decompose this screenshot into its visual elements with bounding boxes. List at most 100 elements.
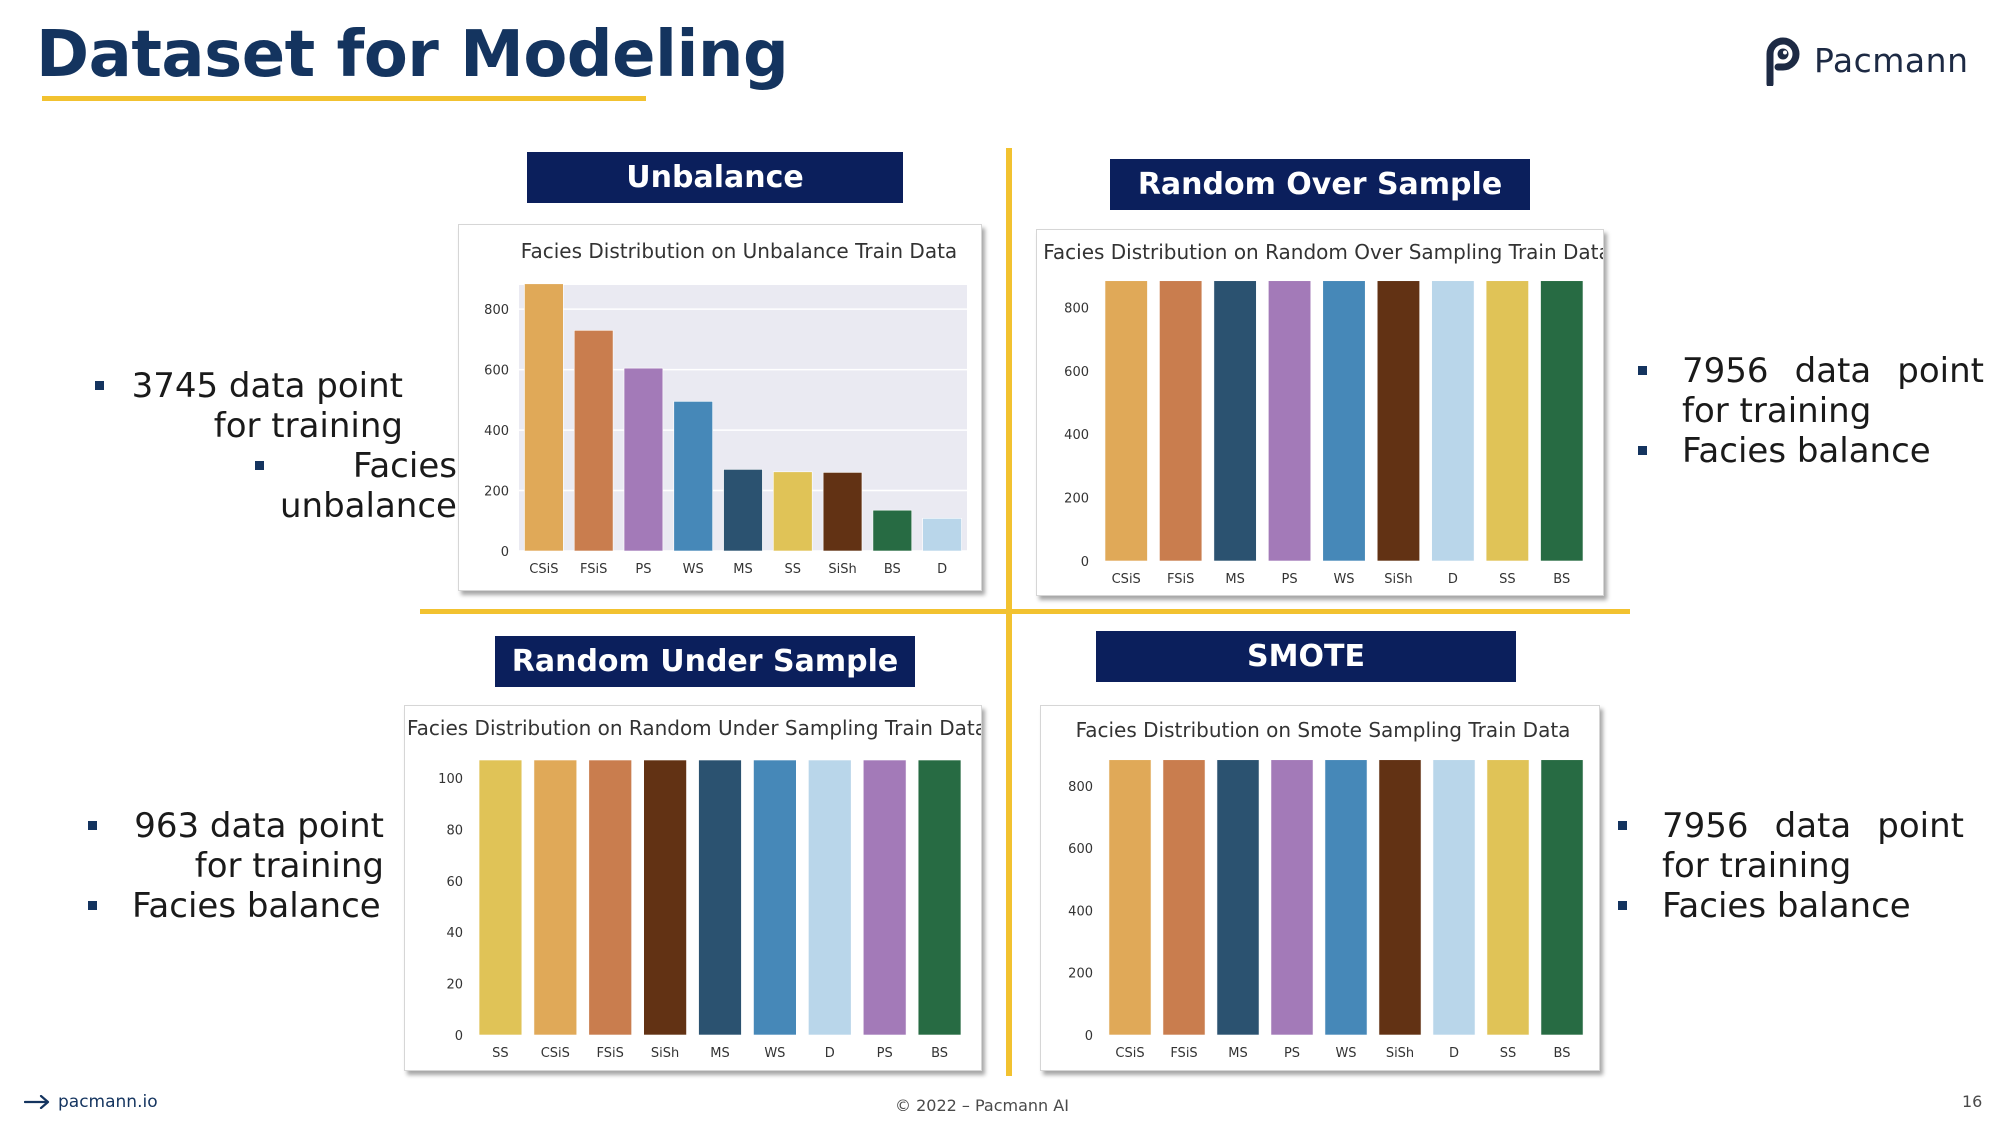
x-tick-label: PS <box>1284 1046 1300 1061</box>
chart-random-over-sample: Facies Distribution on Random Over Sampl… <box>1036 229 1604 596</box>
brand-logo: Pacmann <box>1762 34 1968 86</box>
bar <box>1376 280 1420 562</box>
bullet-text: Facies balance <box>1682 431 1931 471</box>
y-tick-label: 600 <box>1064 365 1089 380</box>
y-tick-label: 200 <box>1064 492 1089 507</box>
y-tick-label: 600 <box>1068 842 1093 857</box>
chart-title: Facies Distribution on Random Under Samp… <box>407 716 981 740</box>
bar <box>673 401 713 552</box>
banner-smote: SMOTE <box>1096 631 1516 682</box>
y-tick-label: 0 <box>1081 555 1089 570</box>
x-tick-label: PS <box>877 1046 893 1061</box>
bar <box>1378 759 1422 1036</box>
y-tick-label: 80 <box>446 823 463 838</box>
x-tick-label: SiSh <box>1386 1046 1414 1061</box>
x-tick-label: WS <box>1333 572 1354 587</box>
x-tick-label: PS <box>635 562 651 577</box>
bar <box>698 759 742 1036</box>
bullet-square-icon <box>255 461 264 470</box>
y-tick-label: 600 <box>484 364 509 379</box>
slide-title: Dataset for Modeling <box>36 18 789 92</box>
bar <box>623 367 664 552</box>
bar <box>862 759 907 1036</box>
x-tick-label: SS <box>492 1046 509 1061</box>
x-tick-label: BS <box>1553 572 1570 587</box>
bar <box>573 330 614 552</box>
bar <box>478 759 523 1036</box>
bar <box>1162 759 1206 1036</box>
y-tick-label: 400 <box>484 424 509 439</box>
x-tick-label: FSiS <box>580 562 607 577</box>
x-tick-label: PS <box>1282 572 1298 587</box>
y-tick-label: 0 <box>455 1029 463 1044</box>
x-tick-label: FSiS <box>597 1046 624 1061</box>
bar-chart-svg: Facies Distribution on Unbalance Train D… <box>484 239 967 577</box>
chart-title: Facies Distribution on Smote Sampling Tr… <box>1076 718 1571 742</box>
x-tick-label: SiSh <box>651 1046 679 1061</box>
y-tick-label: 800 <box>1064 301 1089 316</box>
bar <box>588 759 632 1036</box>
brand-name: Pacmann <box>1814 40 1969 80</box>
bullet-item: 7956 data point for training <box>1614 806 1964 886</box>
bullet-square-icon <box>95 381 104 390</box>
bar <box>1324 759 1368 1036</box>
bullet-item: Facies balance <box>1614 886 1964 926</box>
bar <box>1159 280 1203 562</box>
x-tick-label: WS <box>1335 1046 1356 1061</box>
bullet-text: 3745 data point for training <box>131 366 403 446</box>
bullet-item: Facies balance <box>1634 431 1984 471</box>
bullet-square-icon <box>1618 901 1627 910</box>
x-tick-label: CSiS <box>529 562 558 577</box>
bar <box>1270 759 1314 1036</box>
footer-copyright: © 2022 – Pacmann AI <box>895 1096 1069 1115</box>
x-tick-label: BS <box>931 1046 948 1061</box>
chart-title: Facies Distribution on Unbalance Train D… <box>521 239 957 263</box>
banner-unbalance: Unbalance <box>527 152 903 203</box>
x-tick-label: SS <box>1499 572 1516 587</box>
bullet-square-icon <box>1618 821 1627 830</box>
x-tick-label: D <box>1449 1046 1459 1061</box>
x-tick-label: D <box>825 1046 835 1061</box>
x-tick-label: WS <box>764 1046 785 1061</box>
bar <box>1216 759 1260 1036</box>
bar <box>723 469 763 552</box>
bullet-text: 7956 data point for training <box>1682 351 1984 431</box>
bar <box>872 509 913 552</box>
footer-link[interactable]: pacmann.io <box>24 1092 158 1112</box>
bar <box>822 472 863 552</box>
x-tick-label: CSiS <box>1115 1046 1144 1061</box>
bar <box>1432 759 1476 1036</box>
x-tick-label: CSiS <box>541 1046 570 1061</box>
bullet-square-icon <box>88 901 97 910</box>
bullet-item: Facies unbalance <box>80 446 457 526</box>
x-tick-label: D <box>937 562 947 577</box>
x-tick-label: SS <box>785 562 802 577</box>
y-tick-label: 800 <box>1068 780 1093 795</box>
banner-random-under-sample: Random Under Sample <box>495 636 915 687</box>
chart-random-under-sample: Facies Distribution on Random Under Samp… <box>404 705 982 1071</box>
bar-chart-svg: Facies Distribution on Smote Sampling Tr… <box>1068 718 1589 1061</box>
arrow-right-icon <box>24 1095 50 1109</box>
x-tick-label: MS <box>710 1046 729 1061</box>
bar <box>1268 280 1312 562</box>
x-tick-label: MS <box>1225 572 1244 587</box>
bar <box>922 518 962 552</box>
x-tick-label: SS <box>1500 1046 1517 1061</box>
bullet-text: 963 data point for training <box>134 806 384 886</box>
bar <box>753 759 797 1036</box>
bullets-random-over-sample: 7956 data point for training Facies bala… <box>1634 351 1984 471</box>
bullet-item: 963 data point for training <box>84 806 384 886</box>
y-tick-label: 0 <box>501 545 509 560</box>
bar <box>1213 280 1257 562</box>
bar <box>643 759 687 1036</box>
bullets-smote: 7956 data point for training Facies bala… <box>1614 806 1964 926</box>
page-number: 16 <box>1962 1092 1983 1111</box>
bullet-square-icon <box>1638 446 1647 455</box>
y-tick-label: 40 <box>446 926 463 941</box>
horizontal-divider <box>420 609 1630 614</box>
bar <box>1485 280 1529 562</box>
bar <box>1486 759 1530 1036</box>
bullet-square-icon <box>88 821 97 830</box>
x-tick-label: SiSh <box>1384 572 1412 587</box>
bar <box>773 471 813 552</box>
